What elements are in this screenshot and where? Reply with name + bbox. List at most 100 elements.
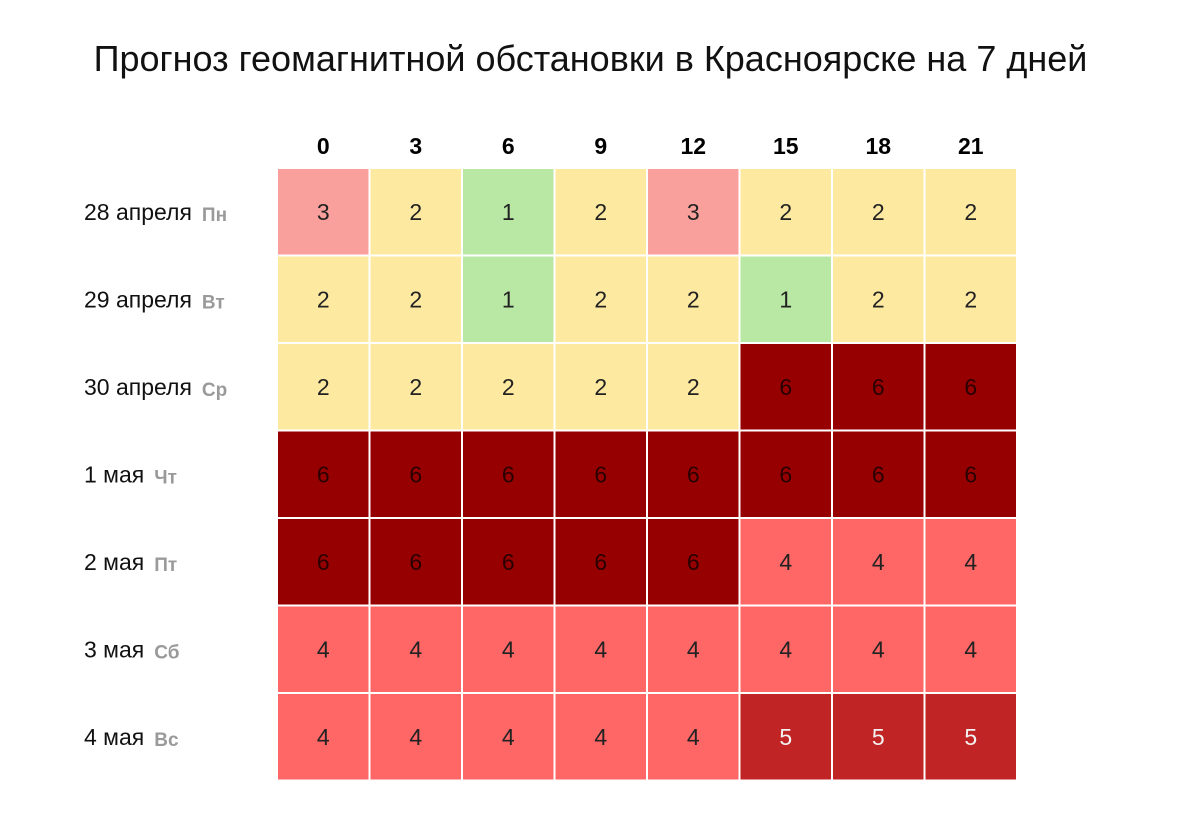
heatmap-cell bbox=[923, 692, 1018, 782]
heatmap-cell bbox=[738, 517, 833, 607]
row-weekday-label: Ср bbox=[202, 380, 227, 401]
heatmap-cell bbox=[646, 429, 741, 519]
heatmap-cell bbox=[831, 254, 926, 344]
hour-label-9: 9 bbox=[594, 133, 607, 159]
cell-value-label: 4 bbox=[687, 636, 700, 662]
heatmap-cell bbox=[461, 604, 556, 694]
heatmap-cell bbox=[646, 342, 741, 432]
heatmap-cell bbox=[276, 342, 371, 432]
heatmap-cell bbox=[923, 254, 1018, 344]
row-date-label: 28 апреля bbox=[84, 199, 192, 225]
row-date-label: 1 мая bbox=[84, 461, 144, 487]
row-date-label: 3 мая bbox=[84, 636, 144, 662]
heatmap-cell bbox=[461, 342, 556, 432]
cell-value-label: 2 bbox=[317, 374, 330, 400]
cell-value-label: 6 bbox=[594, 461, 607, 487]
hour-label-3: 3 bbox=[409, 133, 422, 159]
heatmap-cell bbox=[923, 604, 1018, 694]
cell-value-label: 5 bbox=[964, 724, 977, 750]
row-weekday-label: Пт bbox=[154, 555, 177, 576]
heatmap-cell bbox=[276, 167, 371, 257]
cell-value-label: 4 bbox=[964, 549, 977, 575]
chart-title: Прогноз геомагнитной обстановки в Красно… bbox=[93, 38, 1088, 79]
cell-value-label: 1 bbox=[502, 286, 515, 312]
row-weekday-label: Пн bbox=[202, 205, 227, 226]
heatmap-cell bbox=[923, 342, 1018, 432]
heatmap-cell bbox=[831, 429, 926, 519]
cell-value-label: 2 bbox=[409, 374, 422, 400]
heatmap-cell bbox=[553, 254, 648, 344]
hour-label-18: 18 bbox=[865, 133, 891, 159]
cell-value-label: 6 bbox=[317, 549, 330, 575]
cell-value-label: 6 bbox=[502, 461, 515, 487]
cell-value-label: 2 bbox=[409, 286, 422, 312]
heatmap-cell bbox=[276, 254, 371, 344]
cell-value-label: 6 bbox=[964, 374, 977, 400]
heatmap-cell bbox=[461, 692, 556, 782]
cell-value-label: 4 bbox=[872, 636, 885, 662]
heatmap-cell bbox=[831, 517, 926, 607]
hour-label-6: 6 bbox=[502, 133, 515, 159]
heatmap-cell bbox=[276, 692, 371, 782]
cell-value-label: 2 bbox=[964, 199, 977, 225]
cell-value-label: 2 bbox=[687, 286, 700, 312]
heatmap-cell bbox=[553, 692, 648, 782]
heatmap-cell bbox=[368, 692, 463, 782]
heatmap-cell bbox=[923, 429, 1018, 519]
cell-value-label: 2 bbox=[872, 286, 885, 312]
cell-value-label: 2 bbox=[964, 286, 977, 312]
row-weekday-label: Вс bbox=[154, 730, 179, 751]
day-axis: 28 апреля Пн 29 апреля Вт 30 апреля Ср 1 мая Чт… bbox=[84, 199, 227, 751]
cell-value-label: 6 bbox=[687, 461, 700, 487]
heatmap-cell bbox=[738, 429, 833, 519]
heatmap-cell bbox=[923, 517, 1018, 607]
cell-value-label: 6 bbox=[594, 549, 607, 575]
cell-value-label: 6 bbox=[779, 374, 792, 400]
hour-label-21: 21 bbox=[958, 133, 984, 159]
row-weekday-label: Чт bbox=[154, 467, 177, 488]
cell-value-label: 4 bbox=[409, 724, 422, 750]
heatmap-cell bbox=[646, 692, 741, 782]
hour-label-15: 15 bbox=[773, 133, 799, 159]
heatmap-cell bbox=[368, 429, 463, 519]
cell-value-label: 6 bbox=[317, 461, 330, 487]
cell-value-label: 4 bbox=[779, 636, 792, 662]
row-date-label: 2 мая bbox=[84, 549, 144, 575]
heatmap-cell bbox=[276, 604, 371, 694]
cell-value-label: 2 bbox=[409, 199, 422, 225]
heatmap-cell bbox=[646, 254, 741, 344]
cell-value-label: 4 bbox=[779, 549, 792, 575]
cell-value-label: 3 bbox=[687, 199, 700, 225]
row-weekday-label: Вт bbox=[202, 292, 225, 313]
cell-value-label: 4 bbox=[872, 549, 885, 575]
cell-value-label: 6 bbox=[872, 461, 885, 487]
cell-value-label: 6 bbox=[687, 549, 700, 575]
cell-value-label: 5 bbox=[779, 724, 792, 750]
cell-value-label: 6 bbox=[872, 374, 885, 400]
row-date-label: 4 мая bbox=[84, 724, 144, 750]
cell-value-label: 6 bbox=[409, 461, 422, 487]
heatmap-cell bbox=[368, 254, 463, 344]
heatmap-cell bbox=[276, 429, 371, 519]
cell-value-label: 2 bbox=[594, 374, 607, 400]
row-weekday-label: Сб bbox=[154, 642, 179, 663]
cell-value-label: 4 bbox=[964, 636, 977, 662]
row-date-label: 30 апреля bbox=[84, 374, 192, 400]
cell-value-label: 2 bbox=[594, 199, 607, 225]
cell-value-label: 4 bbox=[502, 724, 515, 750]
cell-value-label: 6 bbox=[779, 461, 792, 487]
cell-value-label: 2 bbox=[502, 374, 515, 400]
hour-label-0: 0 bbox=[317, 133, 330, 159]
row-date-label: 29 апреля bbox=[84, 286, 192, 312]
cell-value-label: 4 bbox=[317, 724, 330, 750]
heatmap-cell bbox=[553, 604, 648, 694]
cell-value-label: 3 bbox=[317, 199, 330, 225]
cell-value-label: 2 bbox=[872, 199, 885, 225]
cell-value-label: 6 bbox=[409, 549, 422, 575]
cell-value-label: 6 bbox=[964, 461, 977, 487]
heatmap-cell bbox=[646, 604, 741, 694]
cell-value-label: 5 bbox=[872, 724, 885, 750]
heatmap-cell bbox=[368, 342, 463, 432]
heatmap-cell bbox=[923, 167, 1018, 257]
cell-value-label: 2 bbox=[317, 286, 330, 312]
